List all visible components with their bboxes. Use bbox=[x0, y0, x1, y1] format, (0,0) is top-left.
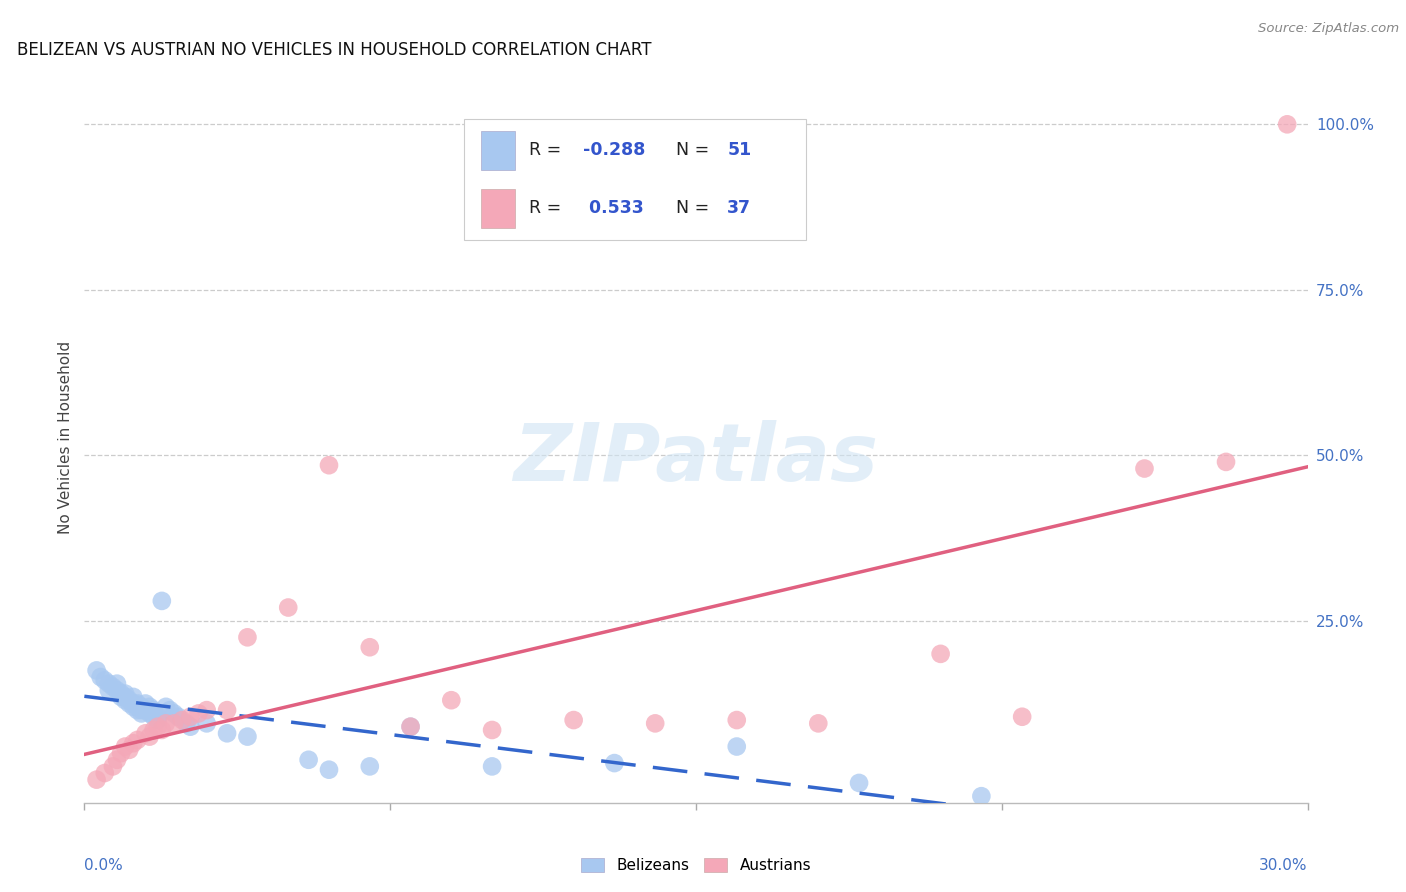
Point bbox=[110, 690, 132, 704]
Point bbox=[93, 766, 117, 780]
Text: Source: ZipAtlas.com: Source: ZipAtlas.com bbox=[1258, 22, 1399, 36]
Point bbox=[114, 693, 136, 707]
Legend: Belizeans, Austrians: Belizeans, Austrians bbox=[575, 852, 817, 880]
Point bbox=[118, 743, 141, 757]
Point bbox=[929, 647, 952, 661]
Point bbox=[195, 703, 218, 717]
Point bbox=[138, 699, 160, 714]
Point bbox=[176, 716, 198, 731]
Point bbox=[114, 690, 136, 704]
Point bbox=[86, 772, 108, 787]
Point bbox=[163, 706, 186, 721]
Point bbox=[142, 710, 165, 724]
Point bbox=[217, 703, 239, 717]
Point bbox=[187, 706, 209, 721]
Y-axis label: No Vehicles in Household: No Vehicles in Household bbox=[58, 341, 73, 533]
Point bbox=[167, 710, 190, 724]
Point bbox=[1277, 117, 1299, 131]
Point bbox=[122, 697, 145, 711]
Point bbox=[142, 703, 165, 717]
Point bbox=[131, 706, 153, 721]
Text: 30.0%: 30.0% bbox=[1260, 858, 1308, 872]
Point bbox=[131, 703, 153, 717]
Point bbox=[150, 723, 173, 737]
Point bbox=[481, 723, 503, 737]
Point bbox=[97, 676, 120, 690]
Point bbox=[440, 693, 463, 707]
Point bbox=[110, 746, 132, 760]
Point bbox=[155, 716, 177, 731]
Point bbox=[195, 716, 218, 731]
Point bbox=[105, 683, 128, 698]
Point bbox=[146, 710, 169, 724]
Point bbox=[970, 789, 993, 804]
Point bbox=[114, 687, 136, 701]
Point bbox=[101, 680, 124, 694]
Point bbox=[179, 720, 201, 734]
Text: ZIPatlas: ZIPatlas bbox=[513, 420, 879, 498]
Point bbox=[127, 697, 149, 711]
Point bbox=[105, 753, 128, 767]
Point bbox=[138, 730, 160, 744]
Point bbox=[118, 697, 141, 711]
Point bbox=[807, 716, 830, 731]
Point bbox=[86, 664, 108, 678]
Point bbox=[644, 716, 666, 731]
Point bbox=[1011, 710, 1033, 724]
Text: 0.0%: 0.0% bbox=[84, 858, 124, 872]
Point bbox=[603, 756, 626, 770]
Point bbox=[399, 720, 422, 734]
Point bbox=[146, 720, 169, 734]
Point bbox=[101, 759, 124, 773]
Point bbox=[114, 739, 136, 754]
Point bbox=[481, 759, 503, 773]
Point bbox=[359, 759, 381, 773]
Point bbox=[217, 726, 239, 740]
Point bbox=[150, 594, 173, 608]
Point bbox=[127, 699, 149, 714]
Point bbox=[122, 690, 145, 704]
Point bbox=[122, 699, 145, 714]
Point bbox=[399, 720, 422, 734]
Point bbox=[138, 706, 160, 721]
Point bbox=[179, 710, 201, 724]
Point bbox=[318, 458, 340, 473]
Point bbox=[97, 683, 120, 698]
Point bbox=[562, 713, 585, 727]
Point bbox=[1133, 461, 1156, 475]
Point bbox=[172, 713, 194, 727]
Point bbox=[110, 687, 132, 701]
Text: BELIZEAN VS AUSTRIAN NO VEHICLES IN HOUSEHOLD CORRELATION CHART: BELIZEAN VS AUSTRIAN NO VEHICLES IN HOUS… bbox=[17, 41, 651, 59]
Point bbox=[90, 670, 112, 684]
Point bbox=[127, 733, 149, 747]
Point bbox=[155, 699, 177, 714]
Point bbox=[236, 630, 259, 644]
Point bbox=[359, 640, 381, 655]
Point bbox=[848, 776, 870, 790]
Point bbox=[131, 699, 153, 714]
Point bbox=[1215, 455, 1237, 469]
Point bbox=[163, 716, 186, 731]
Point bbox=[236, 730, 259, 744]
Point bbox=[146, 713, 169, 727]
Point bbox=[122, 736, 145, 750]
Point bbox=[142, 723, 165, 737]
Point bbox=[93, 673, 117, 688]
Point bbox=[725, 739, 748, 754]
Point bbox=[277, 600, 299, 615]
Point bbox=[118, 693, 141, 707]
Point bbox=[135, 697, 157, 711]
Point bbox=[159, 703, 181, 717]
Point bbox=[318, 763, 340, 777]
Point bbox=[725, 713, 748, 727]
Point bbox=[105, 676, 128, 690]
Point bbox=[127, 703, 149, 717]
Point bbox=[298, 753, 321, 767]
Point bbox=[135, 703, 157, 717]
Point bbox=[135, 726, 157, 740]
